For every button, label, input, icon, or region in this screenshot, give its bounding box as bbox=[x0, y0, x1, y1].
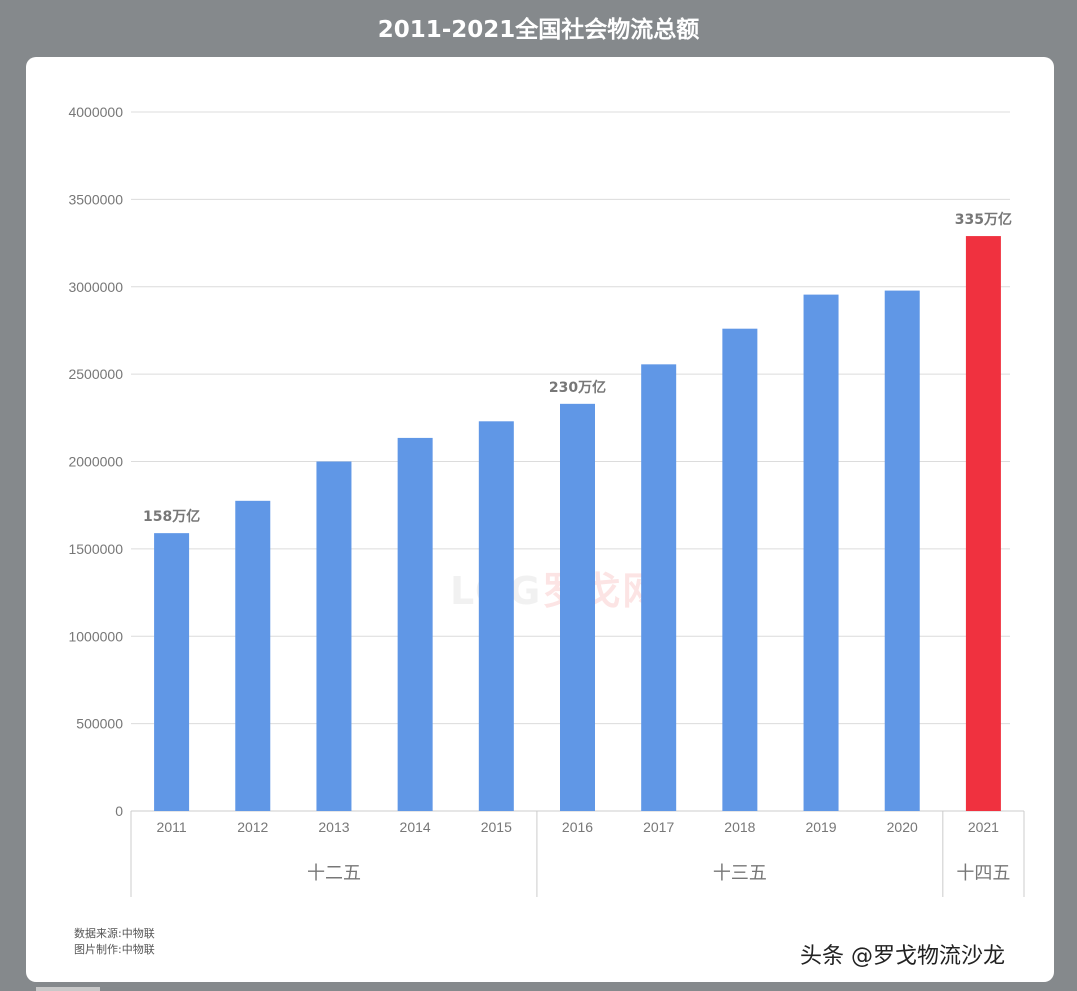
bar-2012 bbox=[235, 500, 271, 811]
chart-panel bbox=[26, 57, 1054, 982]
bar-2021 bbox=[965, 236, 1001, 811]
y-tick-label: 0 bbox=[115, 803, 123, 819]
x-tick-label: 2021 bbox=[968, 819, 999, 835]
y-tick-label: 3500000 bbox=[68, 191, 123, 207]
scrollbar[interactable] bbox=[36, 987, 100, 991]
x-tick-label: 2012 bbox=[237, 819, 268, 835]
group-label: 十四五 bbox=[956, 863, 1010, 884]
x-tick-label: 2018 bbox=[724, 819, 755, 835]
bar-2020 bbox=[884, 290, 920, 812]
data-source: 数据来源:中物联 bbox=[74, 927, 155, 940]
chart-title: 2011-2021全国社会物流总额 bbox=[377, 17, 700, 43]
x-tick-label: 2013 bbox=[318, 819, 349, 835]
y-tick-label: 2000000 bbox=[68, 454, 123, 470]
x-tick-label: 2019 bbox=[805, 819, 836, 835]
bar-2015 bbox=[478, 421, 514, 811]
bar-2016 bbox=[560, 403, 595, 811]
image-maker: 图片制作:中物联 bbox=[74, 943, 155, 956]
x-tick-label: 2014 bbox=[400, 819, 431, 835]
y-tick-label: 2500000 bbox=[68, 366, 123, 382]
bar-2011 bbox=[154, 533, 190, 811]
bar-2013 bbox=[316, 461, 352, 811]
bar-2018 bbox=[722, 328, 758, 811]
data-label: 335万亿 bbox=[955, 211, 1012, 228]
data-label: 230万亿 bbox=[549, 379, 606, 396]
bar-2019 bbox=[803, 294, 839, 811]
credit-text: 头条 @罗戈物流沙龙 bbox=[800, 944, 1005, 969]
group-label: 十三五 bbox=[713, 863, 767, 884]
bar-2014 bbox=[397, 437, 433, 811]
data-label: 158万亿 bbox=[143, 508, 200, 525]
group-label: 十二五 bbox=[307, 863, 361, 884]
x-tick-label: 2011 bbox=[157, 819, 187, 835]
y-tick-label: 1000000 bbox=[68, 628, 123, 644]
x-tick-label: 2017 bbox=[643, 819, 674, 835]
y-tick-label: 500000 bbox=[76, 716, 123, 732]
x-tick-label: 2015 bbox=[481, 819, 512, 835]
y-tick-label: 3000000 bbox=[68, 279, 123, 295]
bar-2017 bbox=[641, 364, 677, 811]
x-tick-label: 2016 bbox=[562, 819, 593, 835]
y-tick-label: 1500000 bbox=[68, 541, 123, 557]
y-tick-label: 4000000 bbox=[68, 104, 123, 120]
x-tick-label: 2020 bbox=[887, 819, 918, 835]
